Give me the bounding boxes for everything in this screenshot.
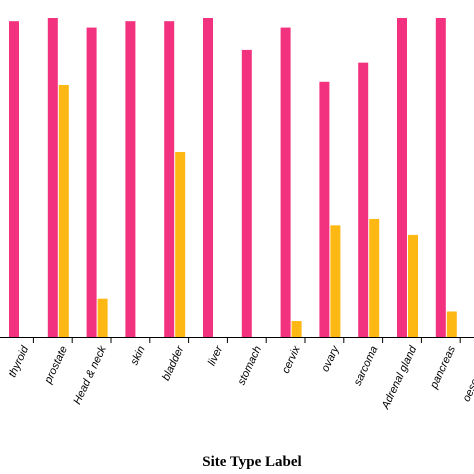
bar-series-2-sarcoma — [369, 218, 380, 337]
bar-series-1-thyroid — [9, 21, 19, 337]
bar-series-2-cervix — [291, 321, 302, 337]
bar-series-1-bladder — [164, 21, 175, 337]
bar-series-2-bladder — [175, 151, 186, 337]
x-tick-label: prostate — [42, 344, 70, 386]
bar-series-2-pancreas — [446, 311, 457, 337]
bar-series-1-skin — [125, 21, 136, 337]
x-tick-label: pancreas — [428, 344, 459, 391]
bar-series-2-adrenal-gland — [408, 234, 418, 337]
x-tick-label: Adrenal gland — [379, 343, 419, 411]
x-tick-label: thyroid — [6, 343, 31, 379]
bar-series-1-prostate — [47, 18, 58, 337]
x-tick-label: skin — [129, 344, 148, 367]
x-tick-label: stomach — [236, 344, 264, 387]
bar-series-1-pancreas — [435, 18, 446, 337]
x-tick-label: sarcoma — [352, 344, 381, 387]
bar-series-1-ovary — [319, 81, 330, 337]
bar-series-1-stomach — [241, 49, 252, 338]
x-tick-label: liver — [206, 343, 226, 368]
x-axis-title: Site Type Label — [202, 454, 301, 470]
bar-series-1-liver — [203, 18, 213, 337]
bar-series-1-head-neck — [86, 27, 97, 337]
bar-series-1-cervix — [280, 27, 291, 337]
x-tick-label: ovary — [319, 343, 342, 374]
x-tick-labels-group: thyroid prostate Head & neck skin bladder liv… — [6, 343, 474, 412]
bar-series-2-head-neck — [97, 298, 108, 337]
bar-series-2-prostate — [58, 84, 69, 338]
bars-group — [9, 18, 457, 338]
x-tick-label: bladder — [160, 343, 187, 383]
bar-series-1-sarcoma — [358, 62, 369, 337]
x-tick-label: oesophagus — [461, 344, 474, 404]
bar-series-2-ovary — [330, 225, 341, 337]
x-ticks-group — [32, 337, 461, 343]
x-tick-label: cervix — [280, 344, 303, 376]
bar-series-1-adrenal-gland — [397, 18, 407, 337]
x-tick-label: Head & neck — [71, 344, 109, 407]
